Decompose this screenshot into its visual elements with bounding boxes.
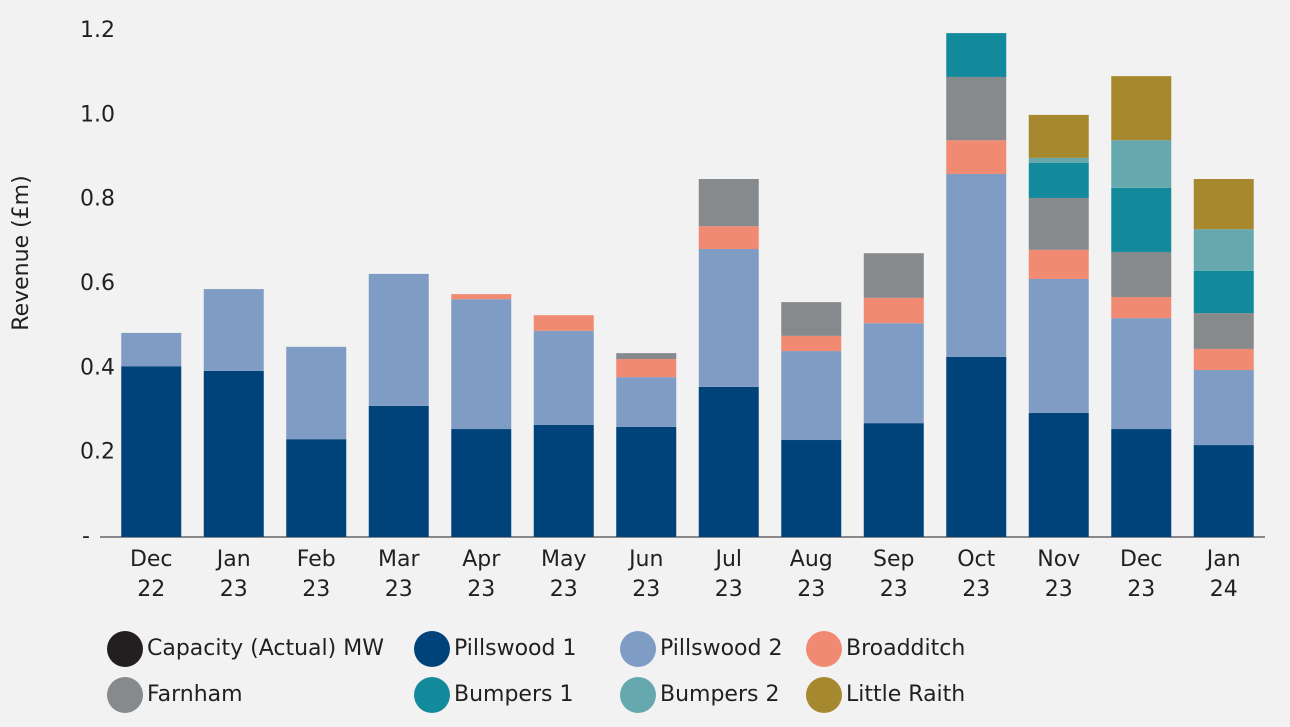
legend-swatch	[620, 677, 656, 713]
bar-segment	[698, 386, 759, 537]
legend-swatch	[414, 677, 450, 713]
x-tick-label: Aug 23	[789, 547, 833, 602]
legend-label: Bumpers 2	[660, 682, 779, 707]
bar-segment	[451, 294, 512, 300]
legend-swatch	[414, 631, 450, 667]
bar-segment	[946, 356, 1007, 537]
bar-segment	[616, 426, 677, 537]
x-tick-label: Jan 24	[1206, 547, 1241, 602]
x-tick-label: Jul 23	[714, 547, 743, 602]
y-tick-label: 0.6	[80, 271, 115, 296]
x-tick-label: Sep 23	[873, 547, 915, 602]
bar-segment	[1111, 140, 1172, 188]
bar-segment	[781, 335, 842, 352]
legend-swatch	[806, 677, 842, 713]
bar-segment	[616, 377, 677, 427]
bar-segment	[1028, 278, 1089, 414]
bar-segment	[368, 405, 429, 537]
bar-segment	[451, 429, 512, 537]
bar-segment	[1193, 370, 1254, 446]
x-tick-label: Mar 23	[377, 547, 420, 602]
x-tick-label: Nov 23	[1037, 547, 1081, 602]
bar-segment	[1028, 114, 1089, 158]
bar-segment	[1028, 413, 1089, 537]
bar-segment	[781, 351, 842, 441]
y-tick-label: 0.8	[80, 187, 115, 212]
bar-segment	[1111, 318, 1172, 430]
bar-segment	[1111, 429, 1172, 537]
y-tick-label: -	[82, 524, 90, 549]
x-tick-label: Oct 23	[957, 547, 996, 602]
y-tick-label: 0.2	[80, 440, 115, 465]
x-tick-label: Apr 23	[462, 547, 501, 602]
legend-swatch	[107, 631, 143, 667]
bar-segment	[946, 33, 1007, 77]
legend-swatch	[620, 631, 656, 667]
bar-segment	[1111, 297, 1172, 319]
x-tick-label: Feb 23	[296, 547, 336, 602]
legend-label: Broadditch	[846, 636, 965, 661]
bar-segment	[698, 179, 759, 227]
x-tick-label: Dec 22	[129, 547, 173, 602]
x-tick-label: May 23	[541, 547, 587, 602]
bar-segment	[616, 359, 677, 378]
y-tick-label: 1.0	[80, 102, 115, 127]
legend-label: Pillswood 2	[660, 636, 782, 661]
bar-segment	[781, 302, 842, 336]
bar-segment	[946, 140, 1007, 174]
bar-segment	[1193, 179, 1254, 230]
bar-segment	[1111, 251, 1172, 298]
bar-segment	[1028, 162, 1089, 198]
bar-segment	[533, 315, 594, 331]
bar-segment	[533, 424, 594, 537]
bar-segment	[1111, 76, 1172, 141]
bar-segment	[863, 253, 924, 298]
bar-segment	[533, 330, 594, 425]
bar-segment	[698, 226, 759, 250]
bar-segment	[946, 76, 1007, 141]
legend-label: Pillswood 1	[454, 636, 576, 661]
bar-segment	[121, 332, 182, 367]
legend-swatch	[806, 631, 842, 667]
bar-segment	[1028, 249, 1089, 279]
bar-segment	[368, 273, 429, 406]
bar-segment	[1111, 187, 1172, 252]
bar-segment	[616, 353, 677, 360]
bar-segment	[1193, 313, 1254, 349]
bar-segment	[203, 289, 264, 371]
bar-segment	[1028, 157, 1089, 163]
legend-label: Little Raith	[846, 682, 965, 707]
bar-segment	[946, 173, 1007, 357]
y-tick-label: 0.4	[80, 355, 115, 380]
legend-label: Bumpers 1	[454, 682, 573, 707]
bar-segment	[203, 370, 264, 537]
legend-label: Capacity (Actual) MW	[147, 636, 384, 661]
bar-segment	[451, 299, 512, 430]
bar-segment	[863, 297, 924, 324]
bar-segment	[863, 323, 924, 424]
bar-segment	[1193, 270, 1254, 314]
bar-segment	[698, 249, 759, 387]
bar-segment	[1193, 348, 1254, 371]
bar-segment	[781, 440, 842, 537]
bar-segment	[286, 439, 347, 537]
x-tick-label: Jan 23	[216, 547, 251, 602]
x-tick-label: Jun 23	[629, 547, 664, 602]
bar-segment	[121, 366, 182, 537]
bar-segment	[863, 423, 924, 537]
y-tick-label: 1.2	[80, 18, 115, 43]
bar-segment	[1193, 229, 1254, 271]
legend-swatch	[107, 677, 143, 713]
x-tick-label: Dec 23	[1119, 547, 1163, 602]
bar-segment	[1028, 197, 1089, 250]
legend-label: Farnham	[147, 682, 243, 707]
bar-segment	[286, 346, 347, 440]
y-axis-label: Revenue (£m)	[9, 175, 34, 330]
bar-segment	[1193, 445, 1254, 537]
